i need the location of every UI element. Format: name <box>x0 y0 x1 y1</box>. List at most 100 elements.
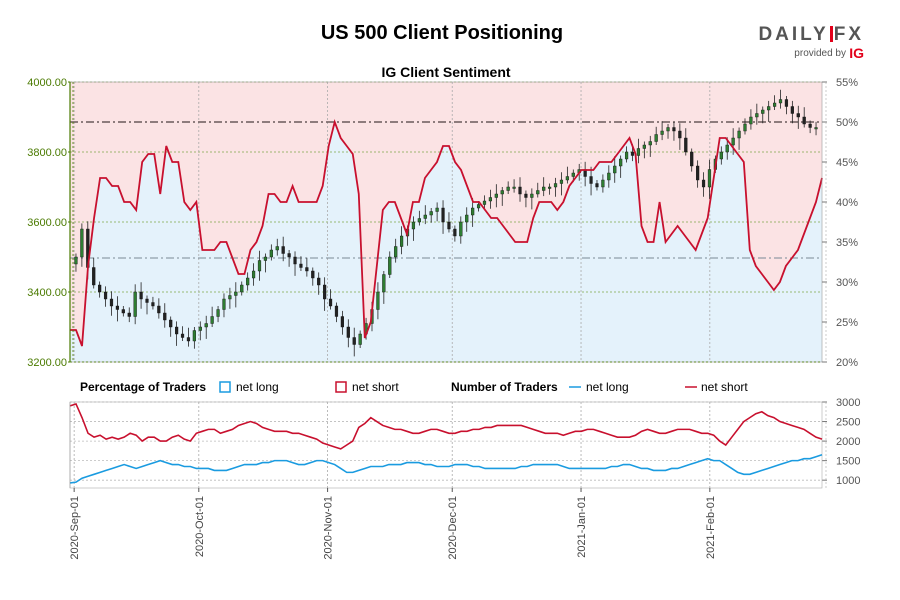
candle-body <box>216 309 220 317</box>
candle-body <box>749 116 753 125</box>
candle-body <box>175 326 179 335</box>
candle-body <box>471 207 475 216</box>
dailyfx-logo: DAILY FX provided by IG <box>758 24 868 64</box>
candle-body <box>323 284 327 300</box>
candle-body <box>613 165 617 174</box>
candle-body <box>642 144 646 149</box>
candle-body <box>524 193 528 198</box>
candle-body <box>719 151 723 160</box>
price-tick-label: 3800.00 <box>27 147 67 159</box>
candle-body <box>482 200 487 205</box>
candle-body <box>447 221 451 230</box>
candle-body <box>263 256 268 261</box>
count-tick-label: 2000 <box>836 436 860 448</box>
candle-body <box>506 186 510 191</box>
legend-pct-short-swatch <box>335 381 347 393</box>
candle-body <box>559 179 564 184</box>
candle-body <box>737 130 741 139</box>
legend-pct-title: Percentage of Traders <box>80 380 206 394</box>
price-tick-label: 3600.00 <box>27 217 67 229</box>
legend: Percentage of Traders net long net short… <box>80 380 748 394</box>
legend-pct-long-swatch <box>219 381 231 393</box>
candle-body <box>204 323 208 328</box>
candle-body <box>269 249 273 258</box>
candle-body <box>784 99 789 107</box>
logo-divider <box>829 26 833 42</box>
candle-body <box>696 165 700 181</box>
x-tick-label: 2020-Nov-01 <box>323 496 335 560</box>
candle-body <box>595 183 599 188</box>
candle-body <box>133 291 137 317</box>
logo-wordmark: DAILY FX <box>758 24 864 46</box>
candle-body <box>109 298 114 307</box>
price-tick-label: 4000.00 <box>27 77 67 89</box>
candle-body <box>145 298 149 303</box>
candle-body <box>358 333 362 345</box>
count-tick-label: 3000 <box>836 397 860 409</box>
candle-body <box>376 291 380 310</box>
candle-body <box>334 305 339 317</box>
x-axis: 2020-Sep-01 2020-Oct-01 2020-Nov-01 2020-De… <box>69 402 717 560</box>
candle-body <box>648 141 652 146</box>
candle-body <box>678 130 682 139</box>
candle-body <box>257 260 262 272</box>
net-long-area <box>70 122 822 362</box>
chart-title: US 500 Client Positioning <box>320 22 564 44</box>
candle-body <box>772 102 777 107</box>
candle-body <box>802 116 806 125</box>
candle-body <box>287 253 291 258</box>
sub-frame <box>69 401 823 489</box>
pct-tick-label: 35% <box>836 237 858 249</box>
count-tick-label: 1500 <box>836 456 860 468</box>
candle-body <box>778 99 783 104</box>
candle-body <box>169 319 173 328</box>
candle-body <box>630 151 635 156</box>
candle-body <box>311 270 315 279</box>
x-tick-label: 2021-Feb-01 <box>705 496 717 559</box>
candle-body <box>186 337 191 342</box>
candle-body <box>619 158 623 167</box>
candle-body <box>743 123 747 132</box>
candle-body <box>388 256 392 275</box>
candle-body <box>465 214 469 223</box>
candle-body <box>246 277 250 286</box>
candle-body <box>796 113 800 118</box>
main-panel: 3200.00 3400.00 3600.00 3800.00 4000.00 20% 25… <box>27 77 858 369</box>
candle-body <box>305 267 309 272</box>
price-tick-label: 3200.00 <box>27 357 67 369</box>
candle-body <box>607 172 611 181</box>
candle-body <box>163 312 167 321</box>
candle-body <box>240 284 244 293</box>
candle-body <box>210 316 214 324</box>
candle-body <box>417 218 421 223</box>
candle-body <box>281 246 285 254</box>
x-tick-label: 2020-Oct-01 <box>194 496 206 557</box>
candle-body <box>328 298 333 307</box>
legend-num-short: net short <box>701 380 748 394</box>
candle-body <box>275 246 279 251</box>
candle-body <box>411 221 416 230</box>
candle-body <box>814 127 818 130</box>
candle-body <box>399 235 404 247</box>
logo-provided-by: provided by <box>794 48 846 59</box>
net-short-pct-line <box>70 118 823 347</box>
candle-body <box>565 176 569 181</box>
candle-body <box>790 106 794 114</box>
logo-word-left: DAILY <box>758 24 829 45</box>
candle-body <box>518 186 522 195</box>
candle-body <box>157 305 161 314</box>
candle-body <box>476 204 481 209</box>
candle-body <box>654 134 658 142</box>
candle-body <box>382 274 386 293</box>
count-tick-label: 2500 <box>836 417 860 429</box>
candle-body <box>725 144 729 153</box>
candle-body <box>500 190 504 195</box>
candle-body <box>222 298 226 310</box>
price-tick-label: 3400.00 <box>27 287 67 299</box>
x-tick-label: 2021-Jan-01 <box>576 496 588 558</box>
candle-body <box>192 330 196 342</box>
legend-pct-long: net long <box>236 380 279 394</box>
candle-body <box>340 316 344 328</box>
candle-body <box>459 221 463 237</box>
